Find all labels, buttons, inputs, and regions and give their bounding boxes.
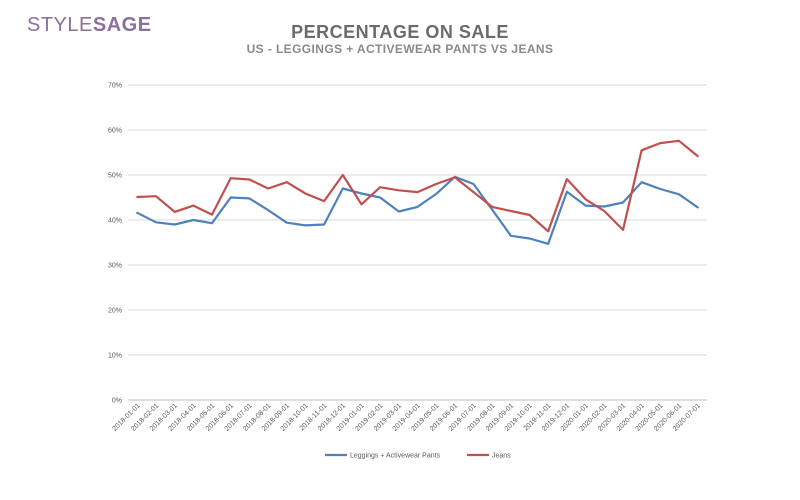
series-line-1 [136, 139, 699, 233]
legend-label: Jeans [492, 453, 511, 460]
chart-subtitle: US - LEGGINGS + ACTIVEWEAR PANTS VS JEAN… [246, 42, 554, 56]
brand-logo: STYLESAGE [27, 14, 152, 37]
brand-logo-part2: SAGE [92, 14, 152, 36]
series-line-0 [136, 175, 699, 245]
chart-title: PERCENTAGE ON SALE [291, 22, 509, 42]
y-tick-label: 40% [108, 218, 122, 225]
legend-label: Leggings + Activewear Pants [350, 453, 441, 460]
y-tick-label: 50% [108, 173, 122, 180]
brand-logo-part1: STYLE [27, 14, 93, 36]
x-axis-ticks: 2018-01-012018-02-012018-03-012018-04-01… [111, 402, 702, 432]
series-lines [136, 139, 699, 245]
y-tick-label: 60% [108, 128, 122, 135]
gridlines [128, 84, 707, 401]
y-tick-label: 30% [108, 263, 122, 270]
y-tick-label: 0% [112, 398, 122, 405]
legend: Leggings + Activewear Pants Jeans [325, 453, 511, 460]
y-tick-label: 10% [108, 353, 122, 360]
y-axis-ticks: 0% 10% 20% 30% 40% 50% 60% 70% [108, 83, 122, 405]
y-tick-label: 70% [108, 83, 122, 90]
y-tick-label: 20% [108, 308, 122, 315]
